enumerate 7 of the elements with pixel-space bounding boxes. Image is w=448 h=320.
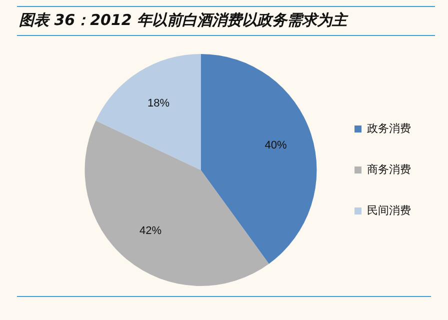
data-label: 18% xyxy=(147,97,170,110)
data-label: 42% xyxy=(139,224,162,237)
legend-label: 商务消费 xyxy=(367,162,411,176)
data-label: 40% xyxy=(264,140,287,152)
chart-title: 图表 36：2012 年以前白酒消费以政务需求为主 xyxy=(17,6,435,36)
legend-label: 政务消费 xyxy=(367,122,411,135)
legend-label: 民间消费 xyxy=(367,204,411,217)
